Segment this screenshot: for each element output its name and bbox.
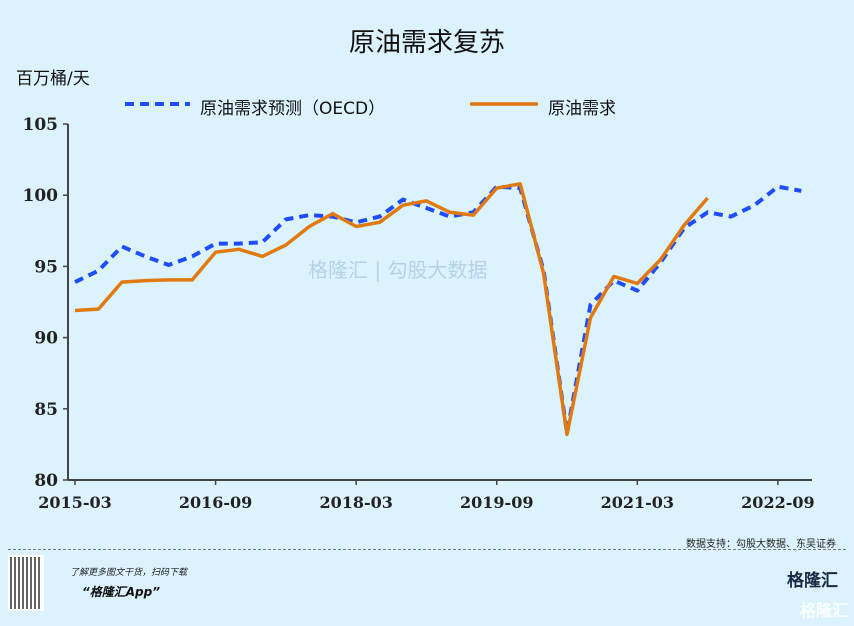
y-tick-label: 80 bbox=[34, 471, 58, 491]
y-axis-unit: 百万桶/天 bbox=[16, 69, 90, 89]
x-tick-label: 2018-03 bbox=[319, 493, 392, 512]
chart-title: 原油需求复苏 bbox=[348, 28, 505, 58]
x-tick-label: 2019-09 bbox=[460, 493, 533, 512]
x-tick-label: 2021-03 bbox=[601, 493, 674, 512]
watermark: 格隆汇 | 勾股大数据 bbox=[308, 258, 488, 282]
y-tick-label: 95 bbox=[34, 257, 58, 277]
y-tick-label: 85 bbox=[34, 400, 58, 420]
divider bbox=[8, 549, 846, 550]
y-tick-label: 100 bbox=[23, 186, 59, 206]
promo-app-name: “格隆汇App” bbox=[82, 585, 160, 599]
y-tick-label: 90 bbox=[34, 329, 58, 349]
brand-logo: 格隆汇 bbox=[787, 571, 838, 591]
forecast-series-line bbox=[74, 184, 802, 435]
x-tick-label: 2016-09 bbox=[179, 493, 252, 512]
promo-text: 了解更多图文干货，扫码下载 bbox=[70, 568, 188, 578]
x-tick-label: 2015-03 bbox=[38, 493, 111, 512]
x-tick-label: 2022-09 bbox=[741, 493, 814, 512]
data-source: 数据支持：勾股大数据、东吴证券 bbox=[686, 539, 836, 550]
legend-forecast-label: 原油需求预测（OECD） bbox=[200, 99, 386, 119]
y-tick-label: 105 bbox=[23, 115, 59, 135]
corner-logo: 格隆汇 bbox=[799, 601, 848, 620]
actual-series-line bbox=[74, 182, 709, 437]
chart-plot: 80 85 90 95 100 105 2015-03 2016-09 2018-03 2019-… bbox=[23, 102, 815, 512]
legend-actual-label: 原油需求 bbox=[548, 99, 616, 119]
qr-code-icon bbox=[8, 555, 44, 611]
